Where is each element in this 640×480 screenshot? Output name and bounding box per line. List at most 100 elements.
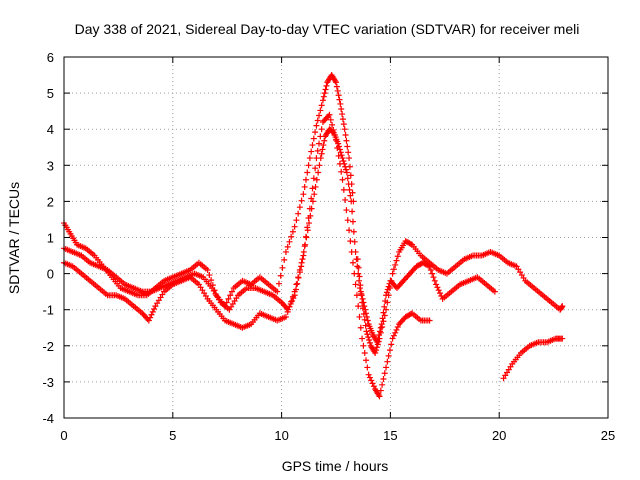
data-point	[491, 288, 498, 295]
data-point	[355, 270, 362, 277]
data-point	[274, 288, 281, 295]
data-point	[361, 350, 368, 357]
data-point	[295, 210, 302, 217]
grid-layer	[64, 57, 608, 418]
series-2	[61, 111, 433, 400]
data-point	[366, 374, 373, 381]
data-point	[377, 324, 384, 331]
data-point	[363, 328, 370, 335]
data-point	[338, 168, 345, 175]
data-point	[316, 162, 323, 169]
data-point	[317, 107, 324, 114]
y-tick-label: 1	[47, 231, 54, 246]
y-tick-label: -3	[42, 375, 54, 390]
data-point	[392, 329, 399, 336]
data-point	[326, 111, 333, 118]
data-point	[329, 121, 336, 128]
data-point	[437, 290, 444, 297]
data-point	[334, 87, 341, 94]
data-point	[304, 169, 311, 176]
data-point	[204, 266, 211, 273]
data-point	[339, 111, 346, 118]
data-point	[227, 292, 234, 299]
data-point	[359, 335, 366, 342]
data-point	[384, 358, 391, 365]
x-tick-label: 15	[383, 428, 397, 443]
data-point	[362, 322, 369, 329]
data-point	[289, 228, 296, 235]
x-tick-label: 10	[274, 428, 288, 443]
data-point	[286, 238, 293, 245]
y-tick-label: -2	[42, 339, 54, 354]
data-point	[341, 126, 348, 133]
data-point	[291, 223, 298, 230]
data-point	[363, 357, 370, 364]
data-point	[343, 169, 350, 176]
data-point	[339, 116, 346, 123]
data-point	[373, 347, 380, 354]
data-point	[314, 147, 321, 154]
data-point	[302, 241, 309, 248]
data-point	[341, 160, 348, 167]
data-point	[279, 264, 286, 271]
data-point	[383, 289, 390, 296]
data-point	[434, 284, 441, 291]
y-tick-label: -4	[42, 411, 54, 426]
data-point	[360, 342, 367, 349]
data-point	[319, 97, 326, 104]
data-point	[312, 165, 319, 172]
data-point	[310, 175, 317, 182]
series-3	[61, 126, 566, 382]
data-point	[317, 155, 324, 162]
data-point	[337, 149, 344, 156]
data-point	[431, 277, 438, 284]
data-point	[306, 155, 313, 162]
data-point	[282, 313, 289, 320]
data-point	[380, 376, 387, 383]
data-point	[318, 150, 325, 157]
data-point	[309, 142, 316, 149]
y-tick-label: 6	[47, 50, 54, 65]
data-point	[323, 82, 330, 89]
data-point	[390, 266, 397, 273]
data-point	[335, 92, 342, 99]
data-point	[364, 331, 371, 338]
data-point	[346, 155, 353, 162]
data-point	[321, 90, 328, 97]
data-point	[344, 143, 351, 150]
data-point	[433, 281, 440, 288]
data-point	[327, 116, 334, 123]
data-point	[342, 196, 349, 203]
data-point	[385, 352, 392, 359]
data-point	[357, 288, 364, 295]
data-point	[208, 277, 215, 284]
data-point	[301, 183, 308, 190]
data-point	[302, 176, 309, 183]
data-point	[376, 328, 383, 335]
data-point	[312, 183, 319, 190]
data-point	[364, 317, 371, 324]
data-point	[435, 287, 442, 294]
y-tick-label: 4	[47, 122, 54, 137]
data-point	[320, 142, 327, 149]
data-point	[344, 217, 351, 224]
data-point	[309, 185, 316, 192]
data-point	[209, 282, 216, 289]
data-point	[291, 292, 298, 299]
data-point	[307, 212, 314, 219]
data-point	[349, 218, 356, 225]
data-point	[310, 135, 317, 142]
data-point	[285, 306, 292, 313]
data-point	[407, 311, 414, 318]
data-point	[347, 172, 354, 179]
data-point	[345, 149, 352, 156]
data-point	[364, 364, 371, 371]
data-point	[284, 243, 291, 250]
data-point	[379, 315, 386, 322]
data-point	[300, 248, 307, 255]
data-point	[380, 309, 387, 316]
data-point	[359, 295, 366, 302]
data-point	[223, 299, 230, 306]
data-point	[340, 186, 347, 193]
data-point	[308, 148, 315, 155]
